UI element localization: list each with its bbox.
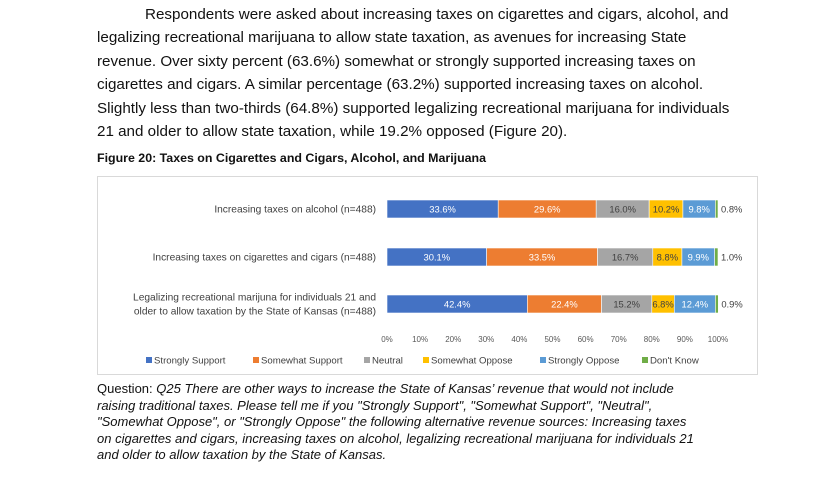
data-label: 0.8% (721, 204, 742, 215)
question-line: on cigarettes and cigars, increasing tax… (97, 430, 694, 446)
stacked-bar-chart: Increasing taxes on alcohol (n=488) Incre… (133, 199, 743, 367)
category-label: Legalizing recreational marijuna for ind… (133, 293, 376, 304)
data-label: 9.8% (688, 204, 709, 215)
question-line: Q25 There are other ways to increase the… (156, 381, 674, 396)
category-label: older to allow taxation by the State of … (134, 307, 376, 318)
bar-segment (714, 247, 719, 267)
data-label: 8.8% (657, 252, 678, 263)
question-line: raising traditional taxes. Please tell m… (97, 397, 653, 413)
data-label: 16.0% (609, 204, 636, 215)
data-label: 30.1% (424, 252, 451, 263)
data-label: 10.2% (653, 204, 680, 215)
legend-swatch (423, 357, 429, 363)
question-line: and older to allow taxation by the State… (97, 447, 387, 463)
paragraph-line: cigarettes and cigars. A similar percent… (97, 76, 704, 94)
legend-swatch (364, 357, 370, 363)
x-tick-label: 40% (511, 335, 527, 344)
x-tick-label: 0% (381, 335, 393, 344)
data-label: 9.9% (688, 252, 709, 263)
bar-segment (715, 199, 719, 219)
data-label: 42.4% (444, 299, 471, 310)
bar-segment (715, 294, 719, 314)
x-tick-label: 30% (478, 335, 494, 344)
data-label: 22.4% (551, 299, 578, 310)
paragraph-line: Slightly less than two-thirds (64.8%) su… (97, 99, 730, 117)
x-tick-label: 90% (677, 335, 693, 344)
x-tick-label: 10% (412, 335, 428, 344)
figure-title: Figure 20: Taxes on Cigarettes and Cigar… (97, 151, 487, 165)
legend-swatch (642, 357, 648, 363)
legend-label: Strongly Support (154, 356, 226, 367)
category-label: Increasing taxes on alcohol (n=488) (214, 205, 376, 216)
x-tick-label: 80% (644, 335, 660, 344)
x-tick-label: 70% (611, 335, 627, 344)
legend-label: Somewhat Support (261, 356, 343, 367)
paragraph-line: Respondents were asked about increasing … (145, 6, 729, 23)
legend-swatch (146, 357, 152, 363)
legend-label: Neutral (372, 356, 403, 367)
question-prefix: Question: (97, 381, 157, 396)
data-label: 15.2% (613, 299, 640, 310)
legend-swatch (540, 357, 546, 363)
x-tick-label: 50% (544, 335, 560, 344)
body-paragraph: Respondents were asked about increasing … (97, 3, 817, 143)
data-label: 0.9% (721, 299, 742, 310)
data-label: 16.7% (612, 252, 639, 263)
question-text: Question: Q25 There are other ways to in… (97, 381, 737, 464)
x-tick-label: 60% (578, 335, 594, 344)
data-label: 1.0% (721, 252, 742, 263)
paragraph-line: revenue. Over sixty percent (63.6%) some… (97, 52, 696, 70)
data-label: 12.4% (682, 299, 709, 310)
legend-label: Don't Know (650, 356, 699, 367)
legend-label: Somewhat Oppose (431, 356, 513, 367)
legend-swatch (253, 357, 259, 363)
data-label: 33.6% (429, 204, 456, 215)
question-line: "Somewhat Oppose", or "Strongly Oppose" … (97, 414, 687, 430)
data-label: 29.6% (534, 204, 561, 215)
data-label: 33.5% (529, 252, 556, 263)
x-tick-label: 20% (445, 335, 461, 344)
category-label: Increasing taxes on cigarettes and cigar… (153, 253, 376, 264)
chart-frame: Increasing taxes on alcohol (n=488) Incre… (97, 176, 758, 375)
data-label: 6.8% (652, 299, 673, 310)
paragraph-line: 21 and older to allow state taxation, wh… (97, 123, 568, 141)
x-tick-label: 100% (708, 335, 728, 344)
paragraph-line: legalizing recreational marijuana to all… (97, 29, 687, 47)
legend-label: Strongly Oppose (548, 356, 619, 367)
